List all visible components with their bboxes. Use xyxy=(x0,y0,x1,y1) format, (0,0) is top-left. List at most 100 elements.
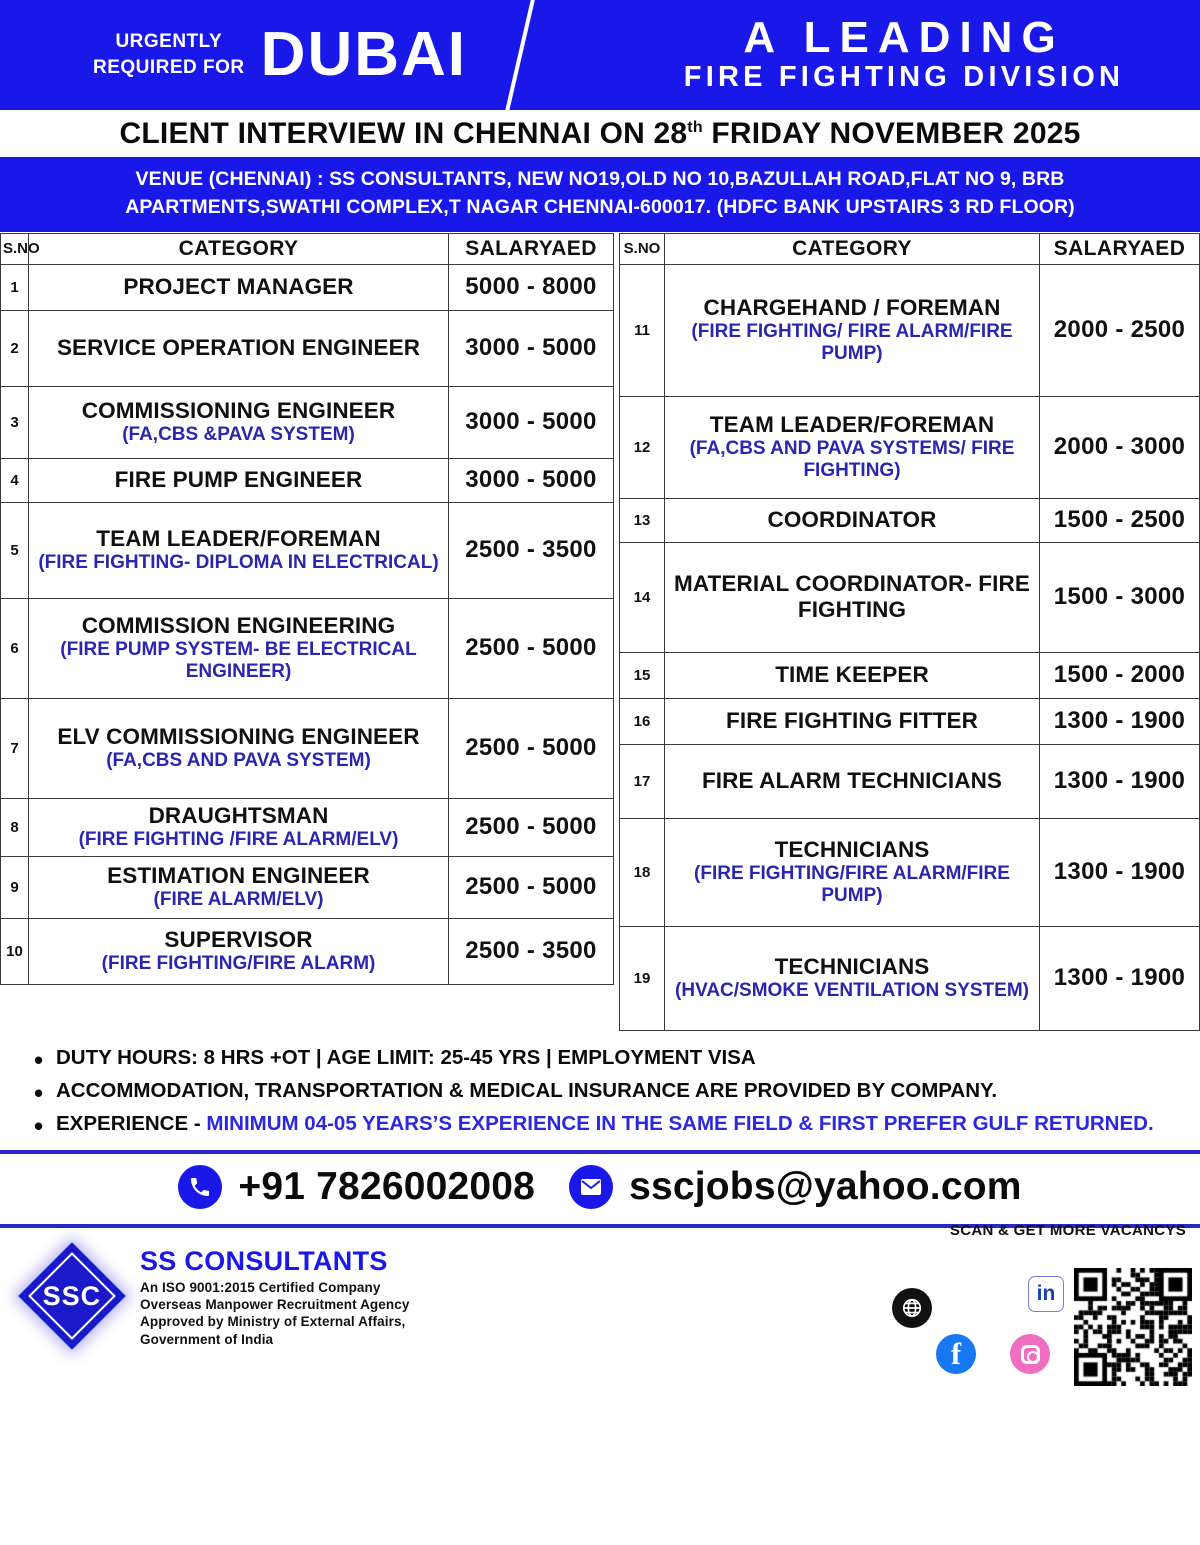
category-main: TECHNICIANS xyxy=(774,836,930,862)
category-main: COMMISSION ENGINEERING xyxy=(81,612,396,638)
cell-category: TEAM LEADER/FOREMAN (FA,CBS AND PAVA SYST… xyxy=(664,395,1040,499)
table-row: 3 COMMISSIONING ENGINEER (FA,CBS &PAVA SYS… xyxy=(0,385,614,459)
scan-label: SCAN & GET MORE VACANCYS xyxy=(949,1222,1186,1240)
category-sub: (FIRE PUMP SYSTEM- BE ELECTRICAL ENGINEE… xyxy=(60,638,417,683)
category-main: TEAM LEADER/FOREMAN xyxy=(96,525,381,551)
category-sub: (FIRE FIGHTING/ FIRE ALARM/FIRE PUMP) xyxy=(691,320,1013,365)
cell-salary: 1300 - 1900 xyxy=(1039,697,1200,745)
cell-sno: 3 xyxy=(0,385,29,459)
linkedin-glyph: in xyxy=(1036,1282,1056,1306)
cell-salary: 2500 - 3500 xyxy=(448,501,614,599)
country-title: DUBAI xyxy=(260,20,467,89)
company-name: SS CONSULTANTS xyxy=(140,1246,388,1277)
cell-category: COMMISSIONING ENGINEER (FA,CBS &PAVA SYST… xyxy=(28,385,449,459)
approval-line: Approved by Ministry of External Affairs… xyxy=(140,1314,406,1330)
list-item: ACCOMMODATION, TRANSPORTATION & MEDICAL … xyxy=(30,1072,1180,1114)
category-sub: (FA,CBS AND PAVA SYSTEM) xyxy=(106,749,371,771)
logo-text: SSC xyxy=(42,1280,102,1311)
category-main: PROJECT MANAGER xyxy=(123,273,354,299)
cell-salary: 1500 - 3000 xyxy=(1039,541,1200,653)
interview-ordinal: th xyxy=(687,118,703,136)
phone-group[interactable]: +91 7826002008 xyxy=(178,1165,535,1210)
cell-category: CHARGEHAND / FOREMAN (FIRE FIGHTING/ FIRE… xyxy=(664,263,1040,397)
header-left-group: URGENTLY REQUIRED FOR DUBAI xyxy=(0,0,560,110)
cell-sno: 1 xyxy=(0,263,29,311)
table-row: 1 PROJECT MANAGER 5000 - 8000 xyxy=(0,263,614,311)
category-sub: (FIRE ALARM/ELV) xyxy=(153,888,324,910)
category-sub: (FA,CBS AND PAVA SYSTEMS/ FIRE FIGHTING) xyxy=(689,437,1015,482)
cell-salary: 3000 - 5000 xyxy=(448,385,614,459)
venue-line-1: VENUE (CHENNAI) : SS CONSULTANTS, NEW NO… xyxy=(135,168,1065,190)
cell-category: TEAM LEADER/FOREMAN (FIRE FIGHTING- DIPLO… xyxy=(28,501,449,599)
table-row: 8 DRAUGHTSMAN (FIRE FIGHTING /FIRE ALARM/E… xyxy=(0,797,614,857)
leading-title: A LEADING xyxy=(743,13,1065,63)
category-main: FIRE FIGHTING FITTER xyxy=(726,707,978,733)
globe-icon[interactable] xyxy=(892,1288,932,1329)
diamond-shape: SSC xyxy=(18,1242,126,1350)
brand-block: SSC SS CONSULTANTS An ISO 9001:2015 Cert… xyxy=(18,1242,409,1350)
table-row: 4 FIRE PUMP ENGINEER 3000 - 5000 xyxy=(0,457,614,503)
cell-category: FIRE FIGHTING FITTER xyxy=(664,697,1040,745)
header-salary: SALARYAED xyxy=(1039,232,1200,265)
category-sub: (FIRE FIGHTING/FIRE ALARM) xyxy=(101,952,376,974)
list-item: DUTY HOURS: 8 HRS +OT | AGE LIMIT: 25-45… xyxy=(30,1039,1180,1081)
cell-salary: 3000 - 5000 xyxy=(448,457,614,503)
cell-category: MATERIAL COORDINATOR- FIRE FIGHTING xyxy=(664,541,1040,653)
qr-code[interactable] xyxy=(1074,1268,1192,1387)
category-main: TIME KEEPER xyxy=(775,661,929,687)
cell-category: COORDINATOR xyxy=(664,497,1040,543)
cell-salary: 2000 - 3000 xyxy=(1039,395,1200,499)
vacancy-table-right: S.NO CATEGORY SALARYAED 11 CHARGEHAND / F… xyxy=(619,232,1200,1031)
category-sub: (FIRE FIGHTING /FIRE ALARM/ELV) xyxy=(78,828,399,850)
table-row: 9 ESTIMATION ENGINEER (FIRE ALARM/ELV) 2500… xyxy=(0,855,614,919)
header-category: CATEGORY xyxy=(28,232,449,265)
cell-sno: 12 xyxy=(619,395,665,499)
table-header-row: S.NO CATEGORY SALARYAED xyxy=(619,232,1200,265)
urgently-required-label: URGENTLY REQUIRED FOR xyxy=(93,29,245,80)
facebook-icon[interactable]: f xyxy=(936,1334,976,1375)
table-row: 6 COMMISSION ENGINEERING (FIRE PUMP SYSTEM… xyxy=(0,597,614,699)
benefits-text: ACCOMMODATION, TRANSPORTATION & MEDICAL … xyxy=(56,1078,998,1102)
interview-text: CLIENT INTERVIEW IN CHENNAI ON 28th FRID… xyxy=(120,117,1081,151)
cell-category: TECHNICIANS (FIRE FIGHTING/FIRE ALARM/FIR… xyxy=(664,817,1040,927)
duty-hours-text: DUTY HOURS: 8 HRS +OT | AGE LIMIT: 25-45… xyxy=(56,1045,756,1069)
social-icons-group: f in xyxy=(860,1266,1064,1376)
table-row: 18 TECHNICIANS (FIRE FIGHTING/FIRE ALARM/F… xyxy=(619,817,1200,927)
cell-salary: 3000 - 5000 xyxy=(448,309,614,387)
instagram-icon[interactable] xyxy=(1010,1334,1050,1375)
experience-label: EXPERIENCE - xyxy=(56,1111,207,1135)
cell-sno: 15 xyxy=(619,651,665,699)
cell-salary: 5000 - 8000 xyxy=(448,263,614,311)
category-sub: (FA,CBS &PAVA SYSTEM) xyxy=(122,423,355,445)
cell-salary: 2500 - 5000 xyxy=(448,697,614,799)
table-row: 10 SUPERVISOR (FIRE FIGHTING/FIRE ALARM) 25… xyxy=(0,917,614,985)
brand-text: SS CONSULTANTS An ISO 9001:2015 Certifie… xyxy=(140,1244,409,1348)
linkedin-icon[interactable]: in xyxy=(1028,1276,1064,1313)
table-row: 14 MATERIAL COORDINATOR- FIRE FIGHTING 150… xyxy=(619,541,1200,653)
cell-salary: 1300 - 1900 xyxy=(1039,817,1200,927)
table-row: 15 TIME KEEPER 1500 - 2000 xyxy=(619,651,1200,699)
table-row: 13 COORDINATOR 1500 - 2500 xyxy=(619,497,1200,543)
category-main: SERVICE OPERATION ENGINEER xyxy=(56,334,421,360)
cell-sno: 17 xyxy=(619,743,665,819)
category-sub: (HVAC/SMOKE VENTILATION SYSTEM) xyxy=(675,979,1029,1001)
header-salary: SALARYAED xyxy=(448,232,614,265)
vacancy-table-left: S.NO CATEGORY SALARYAED 1 PROJECT MANAGER… xyxy=(0,232,614,985)
cell-salary: 1500 - 2000 xyxy=(1039,651,1200,699)
category-main: TECHNICIANS xyxy=(774,953,930,979)
cell-sno: 11 xyxy=(619,263,665,397)
cell-salary: 1300 - 1900 xyxy=(1039,743,1200,819)
category-main: SUPERVISOR xyxy=(164,926,313,952)
table-row: 7 ELV COMMISSIONING ENGINEER (FA,CBS AND P… xyxy=(0,697,614,799)
header-sno: S.NO xyxy=(619,232,665,265)
email-address: sscjobs@yahoo.com xyxy=(629,1165,1022,1209)
category-main: FIRE PUMP ENGINEER xyxy=(114,466,363,492)
header-right-group: A LEADING FIRE FIGHTING DIVISION xyxy=(614,0,1194,110)
email-group[interactable]: sscjobs@yahoo.com xyxy=(569,1165,1022,1210)
divider-bottom xyxy=(0,1224,1200,1229)
header-category: CATEGORY xyxy=(664,232,1040,265)
government-line: Government of India xyxy=(140,1331,274,1347)
divider-top xyxy=(0,1150,1200,1155)
cell-sno: 2 xyxy=(0,309,29,387)
header-banner: URGENTLY REQUIRED FOR DUBAI A LEADING FI… xyxy=(0,0,1200,110)
